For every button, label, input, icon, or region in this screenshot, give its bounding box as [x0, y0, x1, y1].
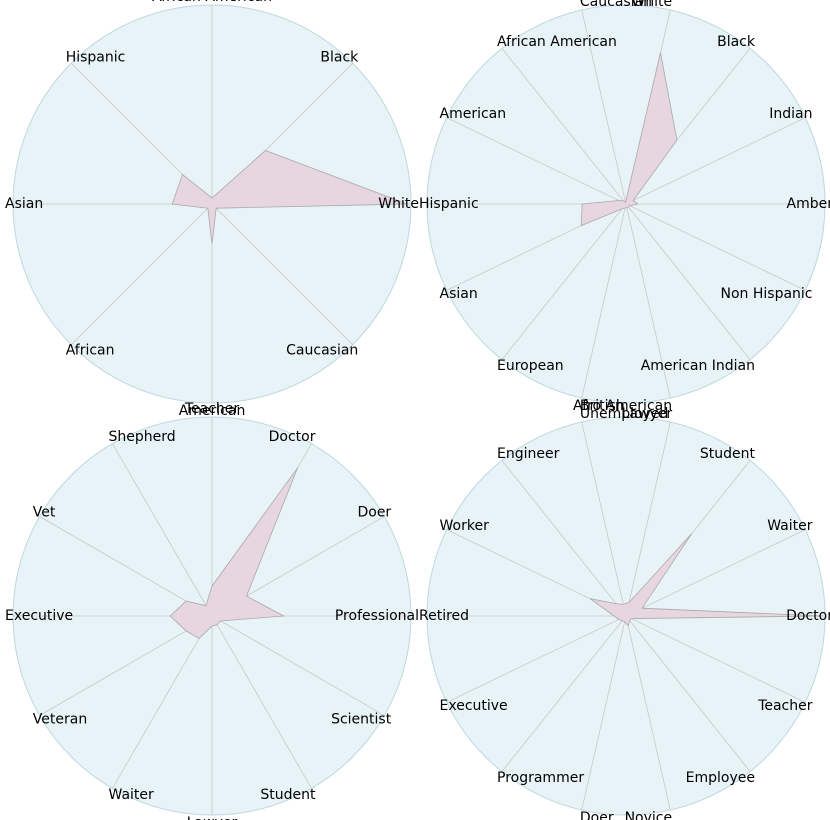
radar-spoke: [625, 615, 671, 811]
radar-chart-1: White Black African American Hispanic Asian A…: [5, 0, 419, 419]
radar-spoke: [581, 9, 627, 205]
radar-series-polygon: [169, 467, 298, 639]
category-label: Teacher: [757, 698, 813, 714]
category-label: Scientist: [331, 712, 392, 728]
category-label: Vet: [33, 505, 56, 521]
radar-spoke: [501, 203, 627, 360]
radar-spoke: [625, 615, 806, 703]
radar-spoke: [211, 615, 385, 716]
radar-spoke: [211, 203, 353, 345]
category-label: Caucasian: [286, 342, 358, 358]
radar-spoke: [39, 516, 213, 617]
category-label: Retired: [419, 608, 469, 624]
radar-spoke: [211, 615, 312, 789]
category-label: European: [497, 358, 564, 374]
category-label: Doer: [580, 810, 614, 820]
category-label: Shepherd: [109, 429, 176, 445]
radar-spoke: [446, 117, 627, 205]
category-label: Doctor: [786, 608, 830, 624]
radar-spoke: [581, 203, 627, 399]
category-label: African: [66, 342, 115, 358]
radar-spoke: [501, 48, 627, 205]
radar-spoke: [581, 421, 627, 617]
category-label: Novice: [625, 810, 673, 820]
category-label: African American: [152, 0, 272, 5]
radar-spoke: [625, 529, 806, 617]
radar-spoke: [625, 117, 806, 205]
category-label: White: [378, 196, 419, 212]
category-label: Lawyer: [622, 406, 673, 422]
category-label: Worker: [440, 518, 490, 534]
category-label: Employee: [686, 770, 755, 786]
radar-spoke: [625, 421, 671, 617]
radar-spoke: [501, 615, 627, 772]
category-label: Waiter: [767, 518, 813, 534]
radar-spoke: [581, 615, 627, 811]
radar-series-polygon: [589, 533, 824, 627]
radar-series-polygon: [171, 150, 408, 244]
category-label: Non Hispanic: [721, 286, 813, 302]
category-label: Lawyer: [187, 815, 238, 820]
category-label: Hispanic: [419, 196, 479, 212]
category-label: Amber: [787, 196, 830, 212]
category-label: Asian: [440, 286, 478, 302]
radar-chart-3: Professional Doer Doctor Teacher Shepherd Vet…: [5, 401, 419, 820]
radar-spoke: [446, 615, 627, 703]
category-label: American: [440, 106, 507, 122]
category-label: Indian: [769, 106, 812, 122]
category-label: Asian: [5, 196, 43, 212]
radar-spoke: [39, 615, 213, 716]
radar-spoke: [71, 203, 213, 345]
category-label: White: [631, 0, 672, 10]
category-label: Student: [700, 446, 756, 462]
radar-spoke: [501, 460, 627, 617]
category-label: Engineer: [497, 446, 560, 462]
radar-spoke: [625, 203, 751, 360]
category-label: Programmer: [497, 770, 584, 786]
radar-spoke: [625, 203, 806, 291]
radar-spoke: [625, 615, 751, 772]
category-label: American: [179, 403, 246, 419]
radar-spoke: [625, 203, 671, 399]
radar-spoke: [112, 615, 213, 789]
category-label: Professional: [335, 608, 419, 624]
category-label: Hispanic: [66, 50, 126, 66]
category-label: Executive: [5, 608, 73, 624]
category-label: Waiter: [109, 787, 155, 803]
category-label: Doctor: [269, 429, 316, 445]
category-label: African American: [497, 34, 617, 50]
category-label: Black: [717, 34, 756, 50]
category-label: Executive: [440, 698, 508, 714]
category-label: Student: [260, 787, 316, 803]
category-label: Doer: [357, 505, 391, 521]
radar-series-polygon: [580, 52, 678, 227]
category-label: Black: [320, 50, 359, 66]
category-label: American Indian: [641, 358, 755, 374]
category-label: Afro American: [573, 398, 672, 414]
category-label: Veteran: [33, 712, 87, 728]
category-label: Caucasian: [580, 0, 652, 10]
category-label: Unemployed: [580, 406, 669, 422]
radar-spoke: [112, 443, 213, 617]
category-label: Teacher: [184, 401, 240, 417]
category-label: British: [580, 398, 625, 414]
